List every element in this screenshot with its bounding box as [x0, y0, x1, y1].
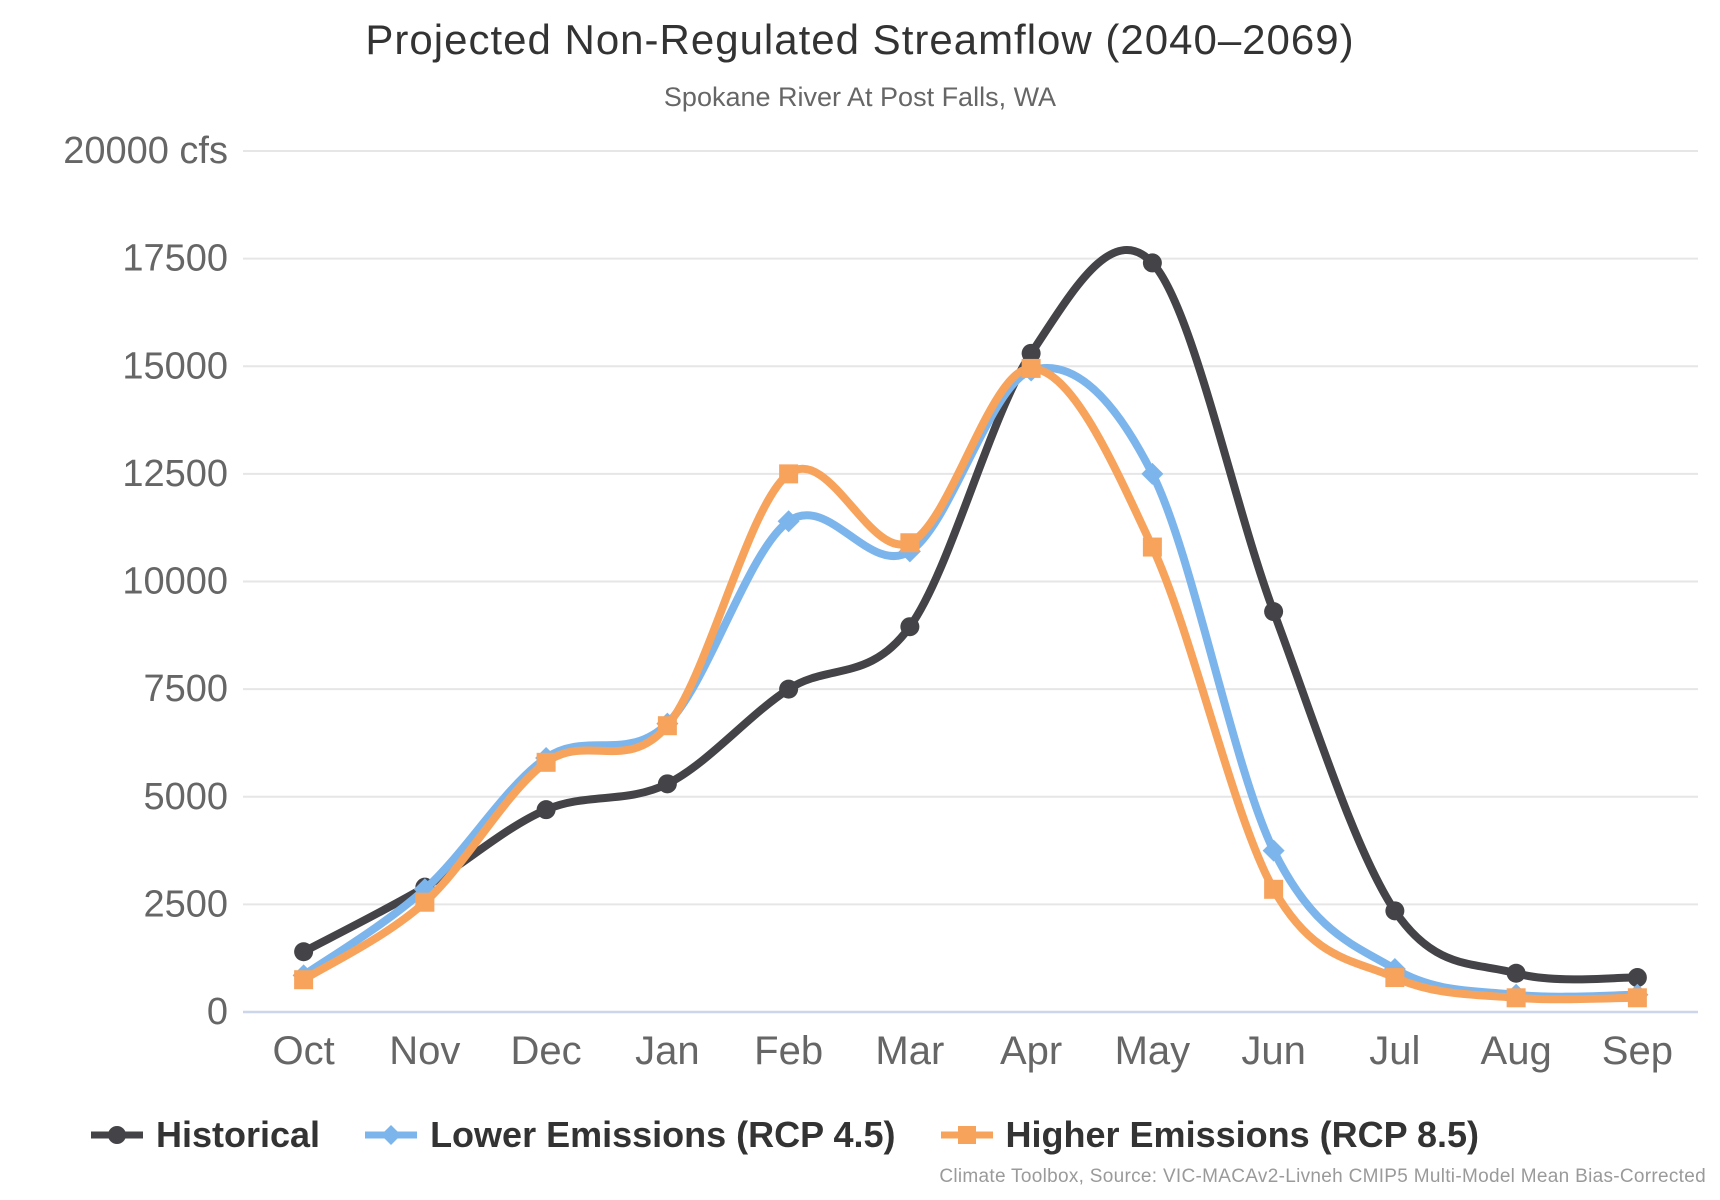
x-axis-month-label: Oct	[273, 1029, 335, 1073]
data-point-2-sep[interactable]	[1627, 988, 1647, 1008]
circle-icon	[108, 1126, 126, 1144]
legend: Historical Lower Emissions (RCP 4.5) Hig…	[88, 1114, 1479, 1156]
y-axis-tick-label: 17500	[122, 238, 228, 280]
series-line	[299, 364, 1642, 1001]
data-point-0-apr[interactable]	[1021, 343, 1041, 363]
data-point-0-jan[interactable]	[657, 774, 677, 794]
x-axis-month-label: Apr	[1000, 1029, 1062, 1073]
series-line	[299, 246, 1642, 984]
y-axis-tick-label: 2500	[143, 883, 228, 925]
chart-title: Projected Non-Regulated Streamflow (2040…	[365, 16, 1355, 63]
x-axis-month-label: Sep	[1602, 1029, 1673, 1073]
data-point-2-nov[interactable]	[415, 892, 435, 912]
legend-item-lower-emissions[interactable]: Lower Emissions (RCP 4.5)	[362, 1114, 896, 1156]
historical-circle-marker-icon	[91, 1126, 143, 1144]
higher-emissions-square-marker-icon	[940, 1126, 993, 1144]
diamond-icon	[381, 1125, 402, 1145]
data-point-0-jun[interactable]	[1264, 602, 1284, 622]
data-point-0-jul[interactable]	[1385, 901, 1405, 921]
source-credit: Climate Toolbox, Source: VIC-MACAv2-Livn…	[939, 1166, 1706, 1187]
data-point-2-jul[interactable]	[1385, 968, 1405, 988]
legend-item-historical[interactable]: Historical	[88, 1114, 320, 1156]
series-higher-emissions-rcp-8-5	[294, 358, 1647, 1008]
data-point-2-apr[interactable]	[1021, 358, 1041, 378]
x-axis-month-label: Feb	[754, 1029, 823, 1073]
x-axis-month-label: Jun	[1241, 1029, 1306, 1073]
data-point-2-oct[interactable]	[294, 970, 314, 990]
data-point-0-feb[interactable]	[779, 679, 799, 699]
data-point-0-sep[interactable]	[1627, 968, 1647, 988]
x-axis-month-label: Mar	[875, 1029, 944, 1073]
data-point-0-dec[interactable]	[536, 800, 556, 820]
data-point-2-aug[interactable]	[1506, 988, 1526, 1008]
data-point-1-may[interactable]	[1141, 462, 1164, 485]
data-point-1-jun[interactable]	[1262, 839, 1285, 862]
x-axis-month-label: Dec	[511, 1029, 582, 1073]
data-point-2-may[interactable]	[1142, 537, 1162, 557]
data-point-0-oct[interactable]	[294, 942, 314, 962]
y-axis-tick-label: 7500	[143, 668, 228, 710]
data-point-2-dec[interactable]	[536, 752, 556, 772]
y-axis-tick-label: 0	[207, 991, 228, 1033]
x-axis-month-label: Aug	[1481, 1029, 1552, 1073]
legend-label: Historical	[156, 1114, 321, 1155]
x-axis-month-label: May	[1115, 1029, 1191, 1073]
x-axis-month-label: Jan	[635, 1029, 700, 1073]
legend-item-higher-emissions[interactable]: Higher Emissions (RCP 8.5)	[938, 1114, 1479, 1156]
data-point-1-feb[interactable]	[777, 510, 800, 533]
legend-label: Lower Emissions (RCP 4.5)	[430, 1114, 896, 1155]
x-axis-month-label: Jul	[1369, 1029, 1420, 1073]
chart-subtitle: Spokane River At Post Falls, WA	[663, 82, 1057, 112]
data-point-2-jun[interactable]	[1264, 879, 1284, 899]
y-axis-tick-label: 15000	[122, 345, 228, 387]
series-historical	[294, 246, 1647, 988]
y-axis-tick-label: 10000	[122, 561, 228, 603]
x-axis-month-label: Nov	[389, 1029, 460, 1073]
lower-emissions-diamond-marker-icon	[365, 1125, 418, 1145]
data-point-0-may[interactable]	[1142, 253, 1162, 273]
y-axis-tick-label: 12500	[122, 453, 228, 495]
data-point-0-aug[interactable]	[1506, 963, 1526, 983]
data-point-2-mar[interactable]	[900, 533, 920, 553]
y-axis-tick-label: 20000 cfs	[63, 130, 228, 172]
data-point-2-jan[interactable]	[657, 716, 677, 736]
data-point-2-feb[interactable]	[779, 464, 799, 484]
data-point-0-mar[interactable]	[900, 617, 920, 637]
square-icon	[957, 1126, 976, 1144]
legend-label: Higher Emissions (RCP 8.5)	[1005, 1114, 1479, 1155]
y-axis-tick-label: 5000	[143, 776, 228, 818]
